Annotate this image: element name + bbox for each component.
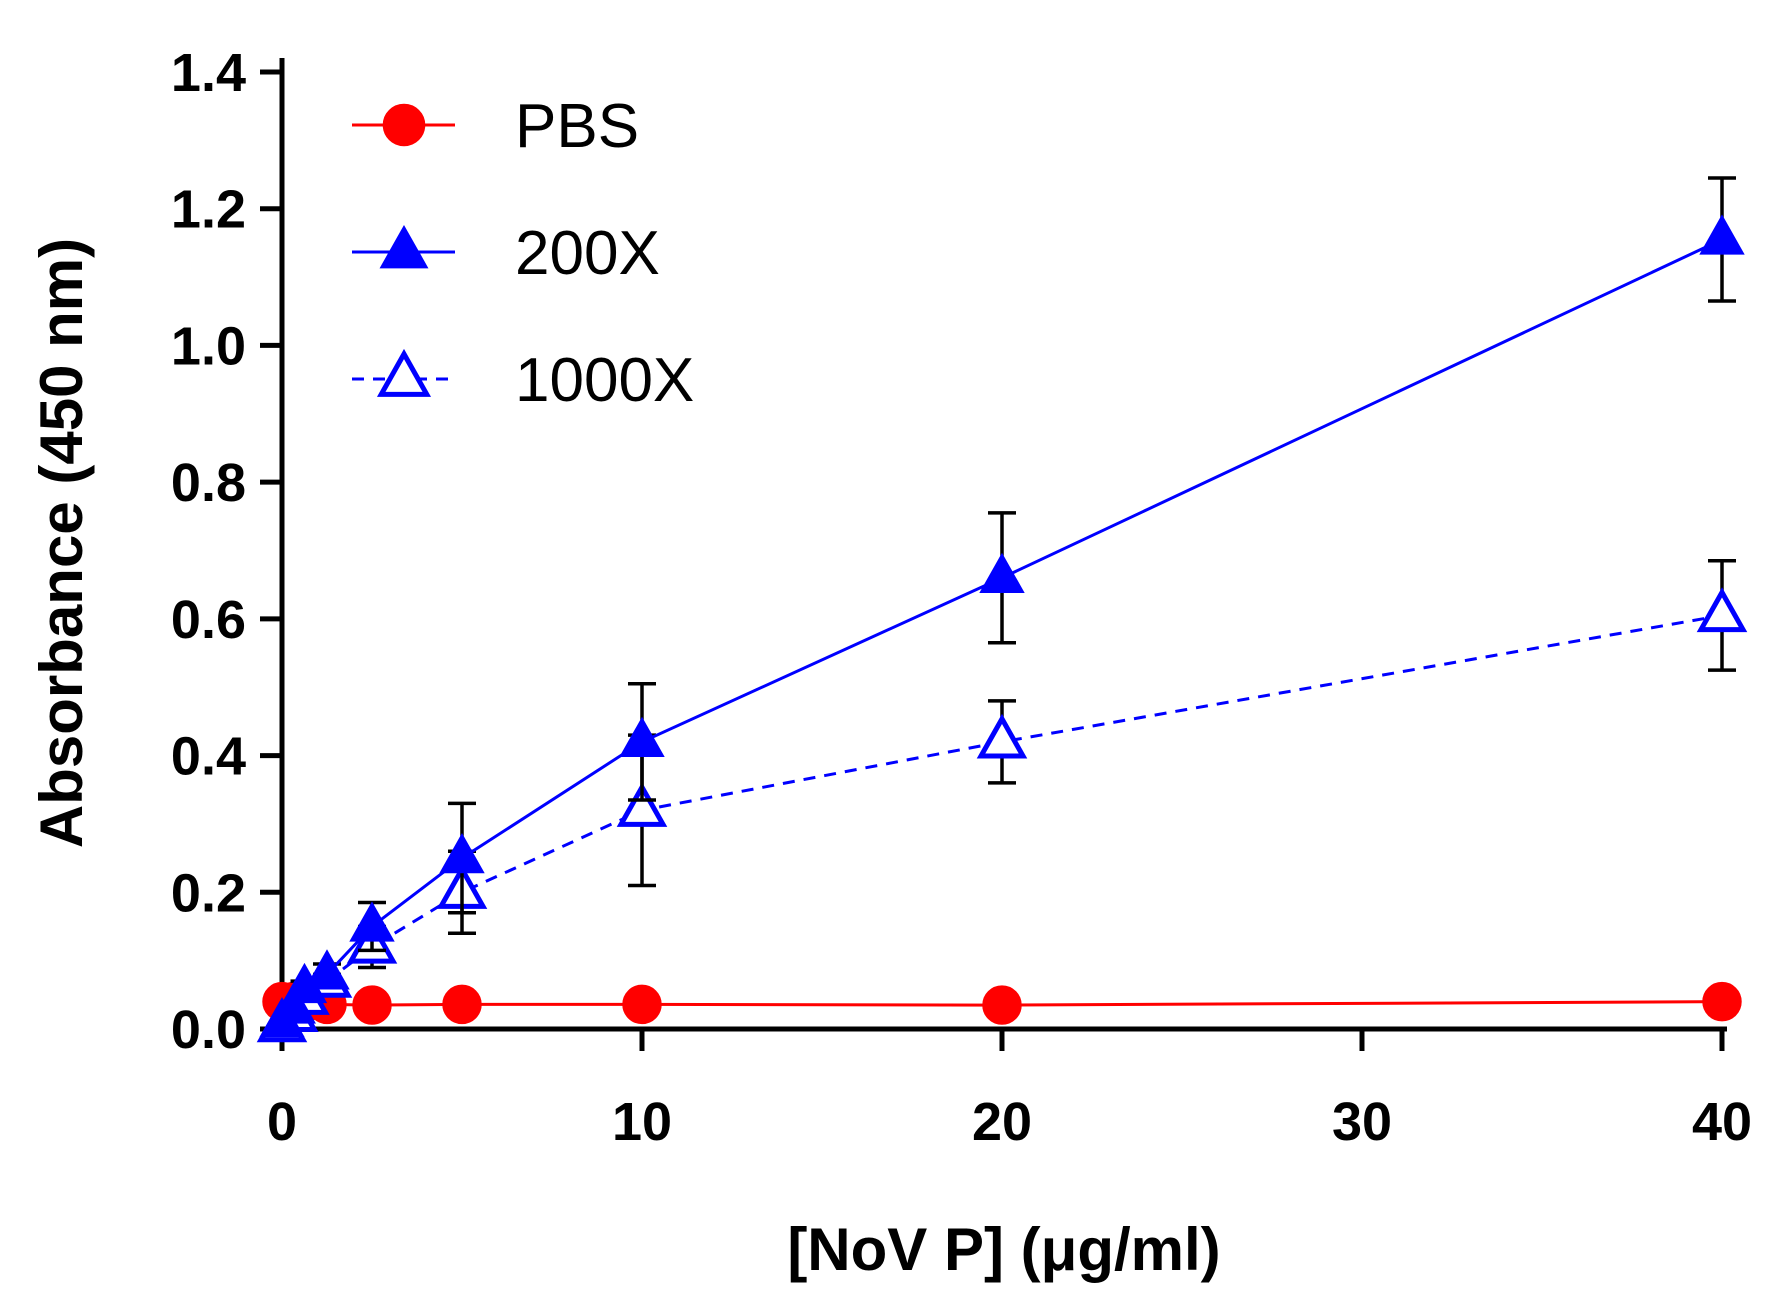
y-tick-label: 0.4 xyxy=(171,727,246,787)
legend: PBS 200X 1000X xyxy=(352,92,694,415)
marker-1000x xyxy=(616,782,668,827)
marker-200x xyxy=(379,224,429,269)
x-axis-title: [NoV P] (μg/ml) xyxy=(787,1216,1220,1283)
marker-200x xyxy=(619,716,665,758)
y-tick-label: 0.8 xyxy=(171,453,246,513)
x-tick-label: 30 xyxy=(1332,1092,1392,1152)
y-tick-label: 0.2 xyxy=(171,863,246,923)
y-tick-label: 0.6 xyxy=(171,590,246,650)
marker-1000x xyxy=(376,348,432,397)
marker-200x xyxy=(304,949,350,990)
marker-200x xyxy=(979,552,1025,593)
y-tick-label: 1.2 xyxy=(171,180,246,240)
chart-axes xyxy=(265,58,1727,1032)
x-tick-label: 20 xyxy=(972,1092,1032,1152)
y-axis-title: Absorbance (450 nm) xyxy=(28,238,95,848)
marker-pbs xyxy=(382,103,426,147)
x-tick-label: 40 xyxy=(1692,1092,1752,1152)
y-axis-ticks: 0.0 0.2 0.4 0.6 0.8 1.0 1.2 1.4 xyxy=(171,43,282,1060)
series-line-1000x xyxy=(280,613,1723,1027)
y-tick-label: 1.4 xyxy=(171,43,246,103)
series-200x xyxy=(259,176,1745,1038)
marker-pbs xyxy=(442,984,482,1025)
marker-200x xyxy=(270,983,316,1024)
series-pbs xyxy=(262,981,1742,1025)
x-tick-label: 10 xyxy=(612,1092,672,1152)
y-tick-label: 1.0 xyxy=(171,316,246,376)
series-layer xyxy=(256,176,1748,1043)
legend-label-1000x: 1000X xyxy=(515,346,694,415)
marker-1000x xyxy=(1696,587,1748,633)
marker-pbs xyxy=(622,984,662,1025)
legend-label-200x: 200X xyxy=(515,219,660,288)
marker-200x xyxy=(349,901,395,942)
marker-pbs xyxy=(352,985,392,1025)
marker-200x xyxy=(439,833,485,874)
marker-1000x xyxy=(976,713,1028,759)
marker-200x xyxy=(1699,214,1745,255)
x-tick-label: 0 xyxy=(267,1092,297,1152)
x-axis-ticks: 0 10 20 30 40 xyxy=(267,1029,1752,1152)
y-tick-label: 0.0 xyxy=(171,1000,246,1060)
marker-pbs xyxy=(1702,981,1742,1022)
marker-pbs xyxy=(982,985,1022,1025)
legend-label-pbs: PBS xyxy=(515,92,639,161)
